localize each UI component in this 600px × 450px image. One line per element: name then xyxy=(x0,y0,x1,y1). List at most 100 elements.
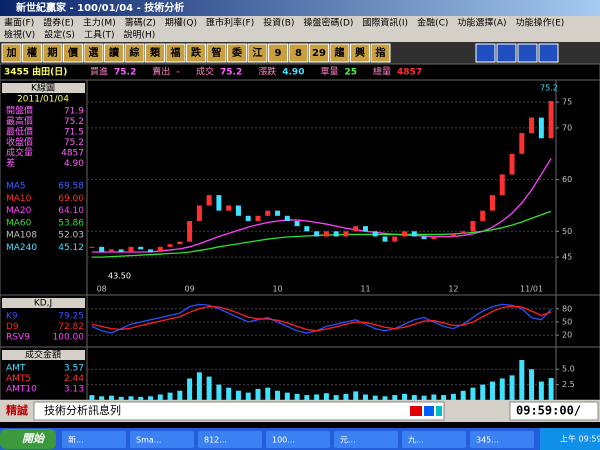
task-button[interactable] xyxy=(334,431,398,448)
tool-label[interactable]: 趨 xyxy=(334,46,346,59)
tool-label[interactable]: 權 xyxy=(27,46,37,59)
y-tick-label: 5.0 xyxy=(562,365,575,374)
task-label[interactable]: 九... xyxy=(408,436,424,445)
panel-header xyxy=(2,83,85,93)
bar xyxy=(196,372,202,400)
tool-label[interactable]: 選 xyxy=(89,46,99,59)
tool-button[interactable] xyxy=(42,43,63,63)
tool-button[interactable] xyxy=(268,43,288,63)
tool-label[interactable]: 委 xyxy=(231,46,243,59)
menu-item[interactable]: 主力(M) xyxy=(83,17,116,29)
task-button[interactable] xyxy=(198,431,262,448)
menu-item[interactable]: 功能操作(E) xyxy=(516,17,565,29)
task-label[interactable]: Sma... xyxy=(136,436,161,445)
tool-label[interactable]: 智 xyxy=(212,46,222,59)
tool-icon[interactable] xyxy=(496,43,517,63)
panel-title: KD,J xyxy=(34,299,52,309)
tool-label[interactable]: 江 xyxy=(253,46,263,59)
legend-value: 45.12 xyxy=(58,243,84,253)
bar xyxy=(372,395,378,400)
tool-button[interactable] xyxy=(247,43,268,63)
tool-label[interactable]: 加 xyxy=(6,46,17,59)
task-button[interactable] xyxy=(402,431,466,448)
task-label[interactable]: 100... xyxy=(272,436,295,445)
menu-item[interactable]: 工具(T) xyxy=(84,30,115,41)
task-button[interactable] xyxy=(470,431,534,448)
task-label[interactable]: 345... xyxy=(476,436,499,445)
tool-icon[interactable] xyxy=(538,43,559,63)
menu-item[interactable]: 畫面(F) xyxy=(4,17,34,29)
candle xyxy=(148,249,154,252)
tool-label[interactable]: 福 xyxy=(170,46,181,59)
start-button[interactable] xyxy=(0,429,56,449)
menu-item[interactable]: 金融(C) xyxy=(417,17,448,29)
candle xyxy=(226,205,232,211)
menu-item[interactable]: 說明(H) xyxy=(123,29,155,41)
tool-label[interactable]: 指 xyxy=(376,46,386,59)
y-tick-label: 80 xyxy=(562,304,572,313)
menu-item[interactable]: 匯市利率(F) xyxy=(206,17,254,29)
tool-button[interactable] xyxy=(165,43,186,63)
tool-label[interactable]: 價 xyxy=(67,46,79,59)
info-label: 最低價 xyxy=(6,126,33,138)
brand: 精誠 xyxy=(6,403,28,417)
task-label[interactable]: 新... xyxy=(68,435,84,445)
bar xyxy=(245,392,251,400)
menu-item[interactable]: 功能選擇(A) xyxy=(457,17,506,29)
candle xyxy=(245,215,251,221)
bar xyxy=(148,396,154,400)
menu-item[interactable]: 投資(B) xyxy=(263,17,294,29)
candle xyxy=(402,231,408,237)
tool-label[interactable]: 29 xyxy=(312,48,326,59)
tool-button[interactable] xyxy=(104,43,124,63)
tool-label[interactable]: 讀 xyxy=(109,46,119,59)
task-button[interactable] xyxy=(266,431,330,448)
series-line xyxy=(91,210,552,258)
task-label[interactable]: 812... xyxy=(204,436,227,445)
menu-item[interactable]: 籌碼(Z) xyxy=(125,17,156,29)
tool-button[interactable] xyxy=(22,43,42,63)
tool-button[interactable] xyxy=(1,43,22,63)
start-label[interactable]: 開始 xyxy=(22,432,46,445)
menu-item[interactable]: 操盤密碼(D) xyxy=(303,17,353,29)
tool-button[interactable] xyxy=(63,43,83,63)
candle xyxy=(372,231,378,237)
candle xyxy=(304,226,310,232)
tool-button[interactable] xyxy=(227,43,247,63)
tool-label[interactable]: 8 xyxy=(295,48,302,59)
tool-label[interactable]: 類 xyxy=(149,46,161,59)
tool-button[interactable] xyxy=(124,43,145,63)
menu-item[interactable]: 設定(S) xyxy=(44,29,75,41)
tool-button[interactable] xyxy=(206,43,227,63)
menu-item[interactable]: 檢視(V) xyxy=(4,29,35,41)
tool-label[interactable]: 跌 xyxy=(191,46,202,59)
tool-label[interactable]: 期 xyxy=(48,46,58,59)
tool-button[interactable] xyxy=(370,43,391,63)
menu-item[interactable]: 國際資訊(I) xyxy=(362,17,408,29)
task-label[interactable]: 元... xyxy=(340,436,356,445)
task-button[interactable] xyxy=(62,431,126,448)
bar xyxy=(519,360,525,400)
bar xyxy=(333,395,339,400)
menu-item[interactable]: 期權(Q) xyxy=(165,17,197,29)
quote-value: - xyxy=(176,68,180,78)
tool-button[interactable] xyxy=(350,43,370,63)
bar xyxy=(128,396,134,400)
menu-item[interactable]: 證券(E) xyxy=(43,17,74,29)
bar xyxy=(167,392,173,400)
quote-label: 單量 xyxy=(320,67,338,78)
tool-icon[interactable] xyxy=(475,43,496,63)
tool-button[interactable] xyxy=(83,43,104,63)
tool-label[interactable]: 9 xyxy=(275,48,282,59)
tool-label[interactable]: 綜 xyxy=(130,46,140,59)
tool-button[interactable] xyxy=(309,43,329,63)
candle xyxy=(509,153,515,175)
tool-button[interactable] xyxy=(288,43,309,63)
tool-button[interactable] xyxy=(186,43,206,63)
tool-button[interactable] xyxy=(329,43,350,63)
tool-label[interactable]: 興 xyxy=(355,46,365,59)
task-button[interactable] xyxy=(130,431,194,448)
tool-icon[interactable] xyxy=(517,43,538,63)
series-line xyxy=(91,303,552,334)
tool-button[interactable] xyxy=(145,43,165,63)
